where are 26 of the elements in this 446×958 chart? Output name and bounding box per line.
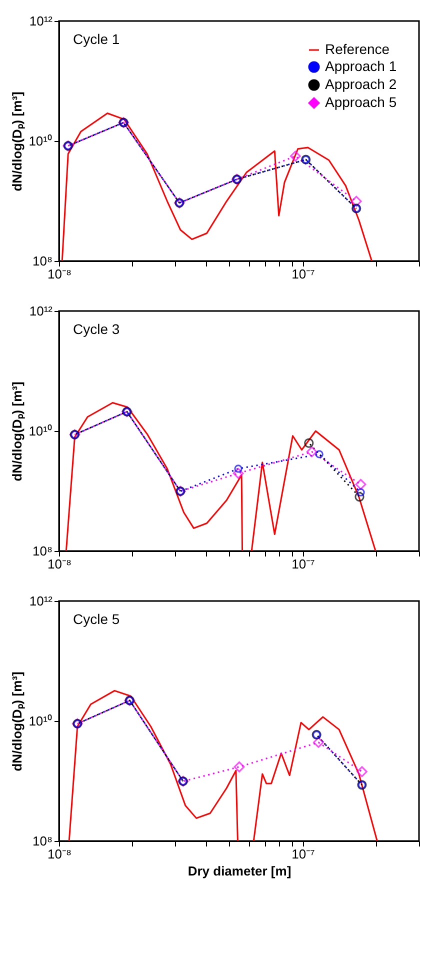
y-axis-title: dN/dlog(Dₚ) [m³] [10, 92, 26, 192]
annotation: Cycle 5 [73, 611, 120, 627]
y-tick-label: 10⁸ [32, 544, 52, 558]
x-tick-label: 10⁻⁸ [48, 266, 72, 282]
y-tick-label: 10¹² [29, 594, 54, 608]
annotation: Cycle 1 [73, 31, 120, 47]
y-tick-label: 10⁸ [32, 254, 52, 268]
annotation: Cycle 3 [73, 321, 120, 337]
y-tick-label: 10¹⁰ [28, 134, 52, 148]
x-axis-title: Dry diameter [m] [188, 864, 292, 878]
x-tick-label: 10⁻⁸ [48, 556, 72, 572]
y-tick-label: 10¹² [29, 14, 54, 28]
x-tick-label: 10⁻⁷ [292, 556, 316, 572]
legend-label: Approach 5 [325, 94, 397, 110]
y-axis-title: dN/dlog(Dₚ) [m³] [10, 382, 26, 482]
x-tick-label: 10⁻⁷ [292, 266, 316, 282]
legend-label: Reference [325, 41, 390, 57]
y-tick-label: 10¹² [29, 304, 54, 318]
y-tick-label: 10¹⁰ [28, 714, 52, 728]
legend-label: Approach 1 [325, 58, 397, 74]
y-tick-label: 10¹⁰ [28, 424, 52, 438]
x-tick-label: 10⁻⁸ [48, 846, 72, 862]
y-tick-label: 10⁸ [32, 834, 52, 848]
legend-label: Approach 2 [325, 76, 397, 92]
y-axis-title: dN/dlog(Dₚ) [m³] [10, 672, 26, 772]
x-tick-label: 10⁻⁷ [292, 846, 316, 862]
